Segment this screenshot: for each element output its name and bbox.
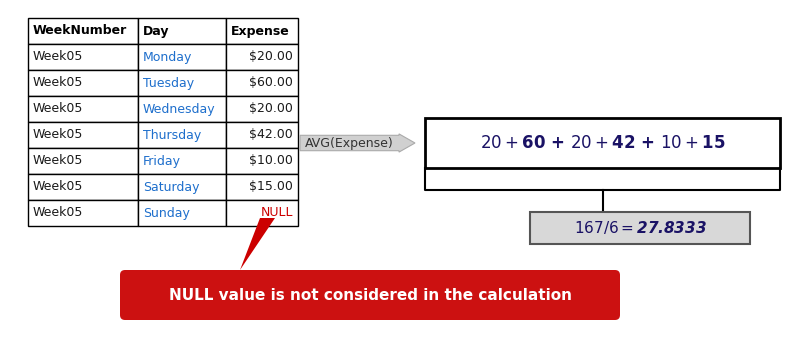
Text: $42.00: $42.00 xyxy=(250,129,293,142)
FancyBboxPatch shape xyxy=(28,70,138,96)
Text: Expense: Expense xyxy=(231,25,290,38)
Text: $10.00: $10.00 xyxy=(249,154,293,167)
FancyBboxPatch shape xyxy=(28,200,138,226)
Text: NULL: NULL xyxy=(261,207,293,220)
Text: $15.00: $15.00 xyxy=(249,180,293,193)
FancyBboxPatch shape xyxy=(28,122,138,148)
Text: $20.00: $20.00 xyxy=(249,50,293,63)
Text: Week05: Week05 xyxy=(33,129,84,142)
FancyBboxPatch shape xyxy=(28,18,138,44)
Polygon shape xyxy=(240,218,275,270)
Text: Thursday: Thursday xyxy=(143,129,201,142)
FancyBboxPatch shape xyxy=(138,174,226,200)
FancyBboxPatch shape xyxy=(226,18,298,44)
Text: Wednesday: Wednesday xyxy=(143,103,216,116)
Text: Day: Day xyxy=(143,25,170,38)
Text: $167 / 6 = $27.8333: $167 / 6 = $27.8333 xyxy=(574,220,706,237)
FancyBboxPatch shape xyxy=(530,212,750,244)
FancyBboxPatch shape xyxy=(226,174,298,200)
FancyBboxPatch shape xyxy=(226,122,298,148)
Text: Friday: Friday xyxy=(143,154,181,167)
FancyBboxPatch shape xyxy=(28,174,138,200)
Polygon shape xyxy=(300,134,415,152)
FancyBboxPatch shape xyxy=(138,44,226,70)
Text: $20 + $60 + $20 + $42 + $10 + $15: $20 + $60 + $20 + $42 + $10 + $15 xyxy=(480,134,725,152)
FancyBboxPatch shape xyxy=(138,148,226,174)
FancyBboxPatch shape xyxy=(138,200,226,226)
FancyBboxPatch shape xyxy=(226,200,298,226)
Text: Week05: Week05 xyxy=(33,154,84,167)
Text: $20.00: $20.00 xyxy=(249,103,293,116)
Text: Week05: Week05 xyxy=(33,103,84,116)
FancyBboxPatch shape xyxy=(138,70,226,96)
Text: Week05: Week05 xyxy=(33,180,84,193)
FancyBboxPatch shape xyxy=(226,96,298,122)
Text: Sunday: Sunday xyxy=(143,207,190,220)
Text: Week05: Week05 xyxy=(33,50,84,63)
Text: Saturday: Saturday xyxy=(143,180,200,193)
FancyBboxPatch shape xyxy=(28,44,138,70)
FancyBboxPatch shape xyxy=(138,18,226,44)
FancyBboxPatch shape xyxy=(425,118,780,168)
Text: Week05: Week05 xyxy=(33,76,84,89)
Text: NULL value is not considered in the calculation: NULL value is not considered in the calc… xyxy=(168,287,572,302)
FancyBboxPatch shape xyxy=(226,70,298,96)
Text: Monday: Monday xyxy=(143,50,192,63)
FancyBboxPatch shape xyxy=(226,148,298,174)
FancyBboxPatch shape xyxy=(138,96,226,122)
FancyBboxPatch shape xyxy=(138,122,226,148)
FancyBboxPatch shape xyxy=(28,96,138,122)
Text: Week05: Week05 xyxy=(33,207,84,220)
Text: Tuesday: Tuesday xyxy=(143,76,194,89)
FancyBboxPatch shape xyxy=(226,44,298,70)
Text: AVG(Expense): AVG(Expense) xyxy=(305,136,394,149)
FancyBboxPatch shape xyxy=(28,148,138,174)
FancyBboxPatch shape xyxy=(120,270,620,320)
Text: WeekNumber: WeekNumber xyxy=(33,25,127,38)
Text: $60.00: $60.00 xyxy=(249,76,293,89)
